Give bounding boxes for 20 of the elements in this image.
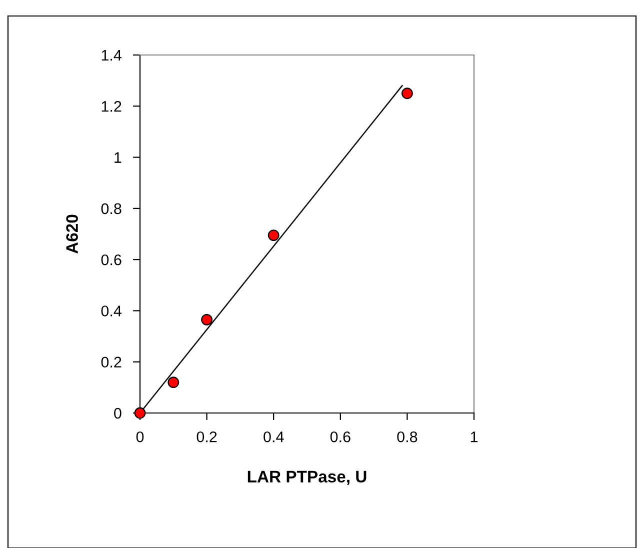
x-tick-label: 0.2 <box>196 431 217 442</box>
x-axis-title: LAR PTPase, U <box>248 470 366 485</box>
y-tick-label: 1.4 <box>102 50 122 61</box>
x-tick-label: 0 <box>136 431 144 442</box>
y-tick-label: 0.6 <box>101 254 122 266</box>
y-tick-label: 1.2 <box>102 101 122 112</box>
y-tick-label: 0.8 <box>101 203 122 214</box>
point <box>201 314 213 326</box>
y-tick-label: 1 <box>114 152 122 163</box>
x-tick-label: 0.8 <box>397 431 418 442</box>
y-axis-title: A620 <box>66 214 78 254</box>
y-tick-label: 0.4 <box>101 306 122 316</box>
y-tick-label: 0 <box>114 408 122 419</box>
x-tick-label: 1 <box>470 432 478 442</box>
y-tick-label: 0.2 <box>101 356 122 368</box>
x-tick-label: 0.6 <box>330 431 350 442</box>
point <box>268 230 280 241</box>
x-tick-label: 0.4 <box>264 431 284 442</box>
point <box>401 88 413 100</box>
point <box>168 376 180 388</box>
